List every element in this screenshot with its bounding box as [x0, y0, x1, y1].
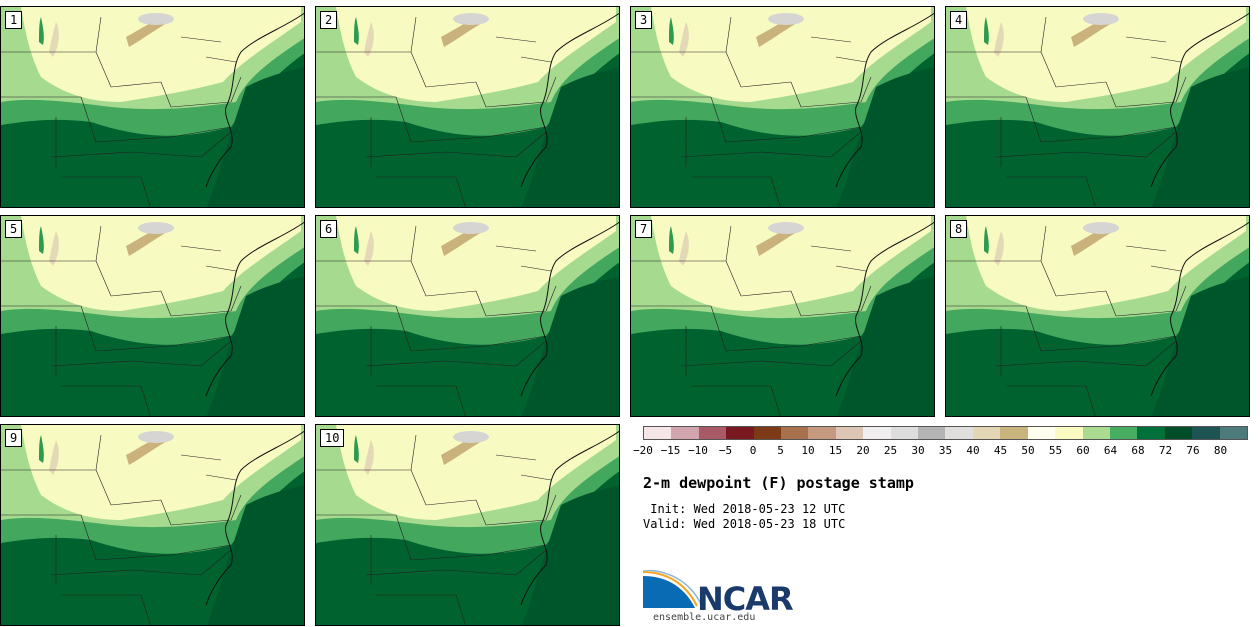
- colorbar-cell: [945, 427, 973, 439]
- colorbar-cell: [781, 427, 809, 439]
- colorbar-tick: 68: [1131, 444, 1145, 457]
- colorbar-cell: [726, 427, 754, 439]
- map-panel-4: 4: [945, 6, 1250, 208]
- colorbar-cell: [1137, 427, 1165, 439]
- colorbar-tick: 25: [883, 444, 898, 457]
- map-graphic: [316, 216, 619, 416]
- colorbar-cell: [1055, 427, 1083, 439]
- init-time: Init: Wed 2018-05-23 12 UTC: [643, 502, 846, 516]
- member-label: 8: [950, 220, 968, 238]
- colorbar-tick: 20: [856, 444, 870, 457]
- colorbar: [643, 426, 1248, 440]
- page-title: 2-m dewpoint (F) postage stamp: [643, 474, 914, 492]
- colorbar-tick: 72: [1158, 444, 1173, 457]
- map-graphic: [631, 216, 934, 416]
- member-label: 1: [5, 11, 23, 29]
- map-panel-7: 7: [630, 215, 935, 417]
- colorbar-cell: [1192, 427, 1220, 439]
- member-label: 5: [5, 220, 23, 238]
- member-label: 10: [320, 429, 345, 447]
- colorbar-tick: −5: [718, 444, 733, 457]
- colorbar-tick: 45: [993, 444, 1008, 457]
- map-panel-9: 9: [0, 424, 305, 626]
- colorbar-cell: [698, 427, 727, 439]
- map-graphic: [1, 7, 304, 207]
- valid-time: Valid: Wed 2018-05-23 18 UTC: [643, 517, 846, 531]
- member-label: 9: [5, 429, 23, 447]
- colorbar-tick: −10: [688, 444, 708, 457]
- colorbar-tick: 35: [938, 444, 953, 457]
- colorbar-cell: [1000, 427, 1028, 439]
- member-label: 6: [320, 220, 338, 238]
- colorbar-cell: [1027, 427, 1056, 439]
- colorbar-cell: [863, 427, 891, 439]
- map-panel-2: 2: [315, 6, 620, 208]
- colorbar-tick: 60: [1076, 444, 1090, 457]
- map-panel-1: 1: [0, 6, 305, 208]
- colorbar-cell: [644, 427, 672, 439]
- ncar-logo-icon: [643, 570, 702, 608]
- colorbar-tick: 0: [749, 444, 757, 457]
- ncar-logo-text: NCAR: [697, 580, 794, 618]
- colorbar-cell: [671, 427, 699, 439]
- colorbar-tick: −20: [633, 444, 653, 457]
- map-graphic: [631, 7, 934, 207]
- colorbar-cell: [1109, 427, 1138, 439]
- colorbar-cell: [753, 427, 782, 439]
- map-graphic: [316, 425, 619, 625]
- colorbar-cell: [1082, 427, 1110, 439]
- colorbar-cell: [1219, 427, 1247, 439]
- colorbar-cell: [808, 427, 836, 439]
- colorbar-tick: 55: [1048, 444, 1063, 457]
- colorbar-cell: [835, 427, 864, 439]
- colorbar-tick: 40: [966, 444, 980, 457]
- colorbar-ticks: −20 −15 −10 −5 0 5 10 15 20 25 30 35 40 45 50 55 60 64 68 7…: [633, 444, 1248, 458]
- member-label: 4: [950, 11, 968, 29]
- map-panel-6: 6: [315, 215, 620, 417]
- colorbar-tick: 80: [1213, 444, 1228, 457]
- colorbar-tick: 15: [828, 444, 843, 457]
- colorbar-tick: 50: [1021, 444, 1035, 457]
- colorbar-tick: 30: [911, 444, 925, 457]
- colorbar-cell: [972, 427, 1001, 439]
- colorbar-cell: [1164, 427, 1193, 439]
- map-panel-8: 8: [945, 215, 1250, 417]
- colorbar-cell: [918, 427, 946, 439]
- member-label: 3: [635, 11, 653, 29]
- member-label: 7: [635, 220, 653, 238]
- map-graphic: [316, 7, 619, 207]
- colorbar-tick: 10: [801, 444, 815, 457]
- website-url: ensemble.ucar.edu: [653, 612, 756, 623]
- map-graphic: [1, 425, 304, 625]
- map-graphic: [946, 216, 1249, 416]
- map-panel-5: 5: [0, 215, 305, 417]
- member-label: 2: [320, 11, 338, 29]
- colorbar-tick: 64: [1103, 444, 1118, 457]
- colorbar-tick: 76: [1186, 444, 1200, 457]
- map-graphic: [946, 7, 1249, 207]
- colorbar-cell: [890, 427, 919, 439]
- map-panel-10: 10: [315, 424, 620, 626]
- colorbar-tick: −15: [660, 444, 681, 457]
- map-graphic: [1, 216, 304, 416]
- colorbar-tick: 5: [777, 444, 784, 457]
- map-panel-3: 3: [630, 6, 935, 208]
